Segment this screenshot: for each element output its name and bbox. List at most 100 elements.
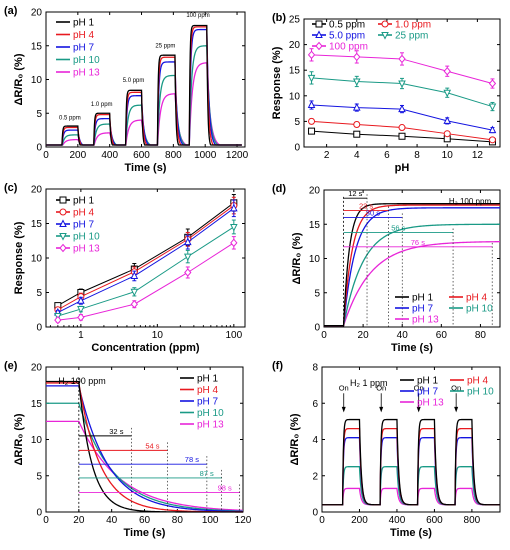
- legend-label: pH 7: [417, 387, 439, 398]
- data-point: [230, 223, 238, 232]
- data-point: [77, 306, 85, 314]
- concentration-annotation: 100 ppm: [186, 13, 209, 19]
- x-tick-label: 120: [235, 515, 252, 526]
- on-annotation: On: [339, 384, 349, 393]
- data-point: [353, 52, 361, 62]
- legend-label: pH 7: [73, 220, 95, 231]
- recovery-time-label: 78 s: [185, 455, 199, 464]
- data-point: [130, 288, 139, 297]
- x-tick-label: 600: [133, 150, 150, 161]
- panel-label: (c): [4, 182, 18, 194]
- data-point: [352, 102, 361, 111]
- concentration-annotation: 5.0 ppm: [123, 78, 145, 84]
- y-axis-label: ΔR/R₀ (%): [291, 232, 303, 284]
- y-tick-label: 0: [36, 143, 42, 154]
- x-axis-label: Time (s): [124, 527, 166, 539]
- series-line: [322, 418, 500, 506]
- legend-label: pH 10: [73, 232, 100, 243]
- data-point: [230, 203, 238, 212]
- plot-frame: [303, 18, 501, 148]
- on-arrowhead: [379, 406, 384, 413]
- panel-label: (e): [4, 360, 18, 372]
- data-point: [443, 89, 452, 98]
- data-point: [353, 130, 361, 138]
- x-tick-label: 600: [426, 515, 443, 526]
- panel-f: 0 2 4 6 8 0 200 400 600 800 Time (s) ΔR/R₀ (%) (f) On…: [272, 360, 501, 539]
- data-point: [59, 243, 67, 253]
- legend-label: 0.5 ppm: [329, 20, 365, 31]
- on-annotation: On: [414, 384, 424, 393]
- gas-annotation: H₂ 1 ppm: [350, 378, 388, 388]
- x-tick-label: 0: [43, 150, 49, 161]
- data-point: [381, 32, 389, 40]
- y-tick-label: 5: [294, 117, 300, 128]
- y-axis-label: ΔR/R₀ (%): [13, 53, 25, 105]
- legend-label: pH 7: [412, 304, 434, 315]
- gas-annotation: H₂ 100 ppm: [58, 376, 106, 386]
- x-tick-label: 60: [436, 330, 448, 341]
- gas-annotation: H₂ 100 ppm: [449, 197, 492, 206]
- x-tick-label: 10: [152, 330, 164, 341]
- legend-label: pH 13: [73, 68, 100, 79]
- data-point: [488, 103, 497, 112]
- data-point: [398, 80, 406, 89]
- legend-label: pH 1: [197, 374, 219, 385]
- legend-label: pH 1: [412, 293, 434, 304]
- data-point: [443, 66, 451, 76]
- data-point: [308, 127, 316, 135]
- legend-label: pH 1: [73, 18, 95, 29]
- legend-label: pH 13: [417, 398, 444, 409]
- recovery-time-label: 98 s: [218, 483, 232, 492]
- panel-label: (b): [272, 12, 286, 24]
- data-point: [77, 313, 85, 322]
- series-line: [46, 380, 243, 513]
- y-tick-label: 0: [36, 508, 42, 519]
- x-tick-label: 100: [202, 515, 219, 526]
- on-annotation: On: [451, 384, 461, 393]
- legend-label: pH 1: [417, 376, 439, 387]
- x-tick-label: 8: [414, 150, 420, 161]
- y-tick-label: 0: [314, 323, 320, 334]
- series-line: [46, 420, 244, 511]
- x-tick-label: 400: [389, 515, 406, 526]
- y-tick-label: 10: [31, 254, 43, 265]
- x-tick-label: 80: [475, 330, 487, 341]
- y-tick-label: 0: [36, 323, 42, 334]
- on-annotation: On: [376, 384, 386, 393]
- x-tick-label: 20: [358, 330, 370, 341]
- data-point: [308, 117, 316, 125]
- data-point: [130, 299, 138, 309]
- legend-label: pH 10: [197, 408, 224, 419]
- series-line: [324, 223, 501, 327]
- x-tick-label: 1000: [194, 150, 217, 161]
- y-tick-label: 25: [289, 15, 301, 26]
- x-tick-label: 12: [472, 150, 484, 161]
- data-point: [398, 104, 406, 113]
- on-arrowhead: [416, 406, 421, 413]
- recovery-time-label: 32 s: [109, 427, 123, 436]
- data-point: [183, 253, 192, 262]
- data-point: [488, 136, 496, 144]
- y-tick-label: 6: [312, 399, 318, 410]
- legend-label: pH 4: [73, 30, 95, 41]
- y-axis-label: ΔR/R₀ (%): [13, 413, 25, 465]
- x-axis-label: pH: [395, 162, 410, 174]
- y-tick-label: 20: [31, 8, 43, 19]
- data-point: [183, 237, 192, 246]
- series-line: [324, 207, 500, 327]
- data-point: [130, 271, 139, 279]
- data-point: [59, 208, 67, 216]
- data-point: [59, 196, 67, 204]
- y-tick-label: 0: [312, 508, 318, 519]
- x-tick-label: 40: [397, 330, 409, 341]
- y-axis-label: Response (%): [271, 46, 283, 119]
- concentration-annotation: 25 ppm: [155, 43, 175, 49]
- series-line: [324, 241, 501, 327]
- panel-e: 0 5 10 15 20 0 20 40 60 80 100 120 Time (s) ΔR/R₀ (%)…: [4, 360, 252, 539]
- y-tick-label: 5: [36, 288, 42, 299]
- series-line: [324, 204, 500, 327]
- x-axis-label: Time (s): [125, 162, 167, 174]
- recovery-time-label: 54 s: [145, 441, 159, 450]
- y-tick-label: 20: [309, 186, 321, 197]
